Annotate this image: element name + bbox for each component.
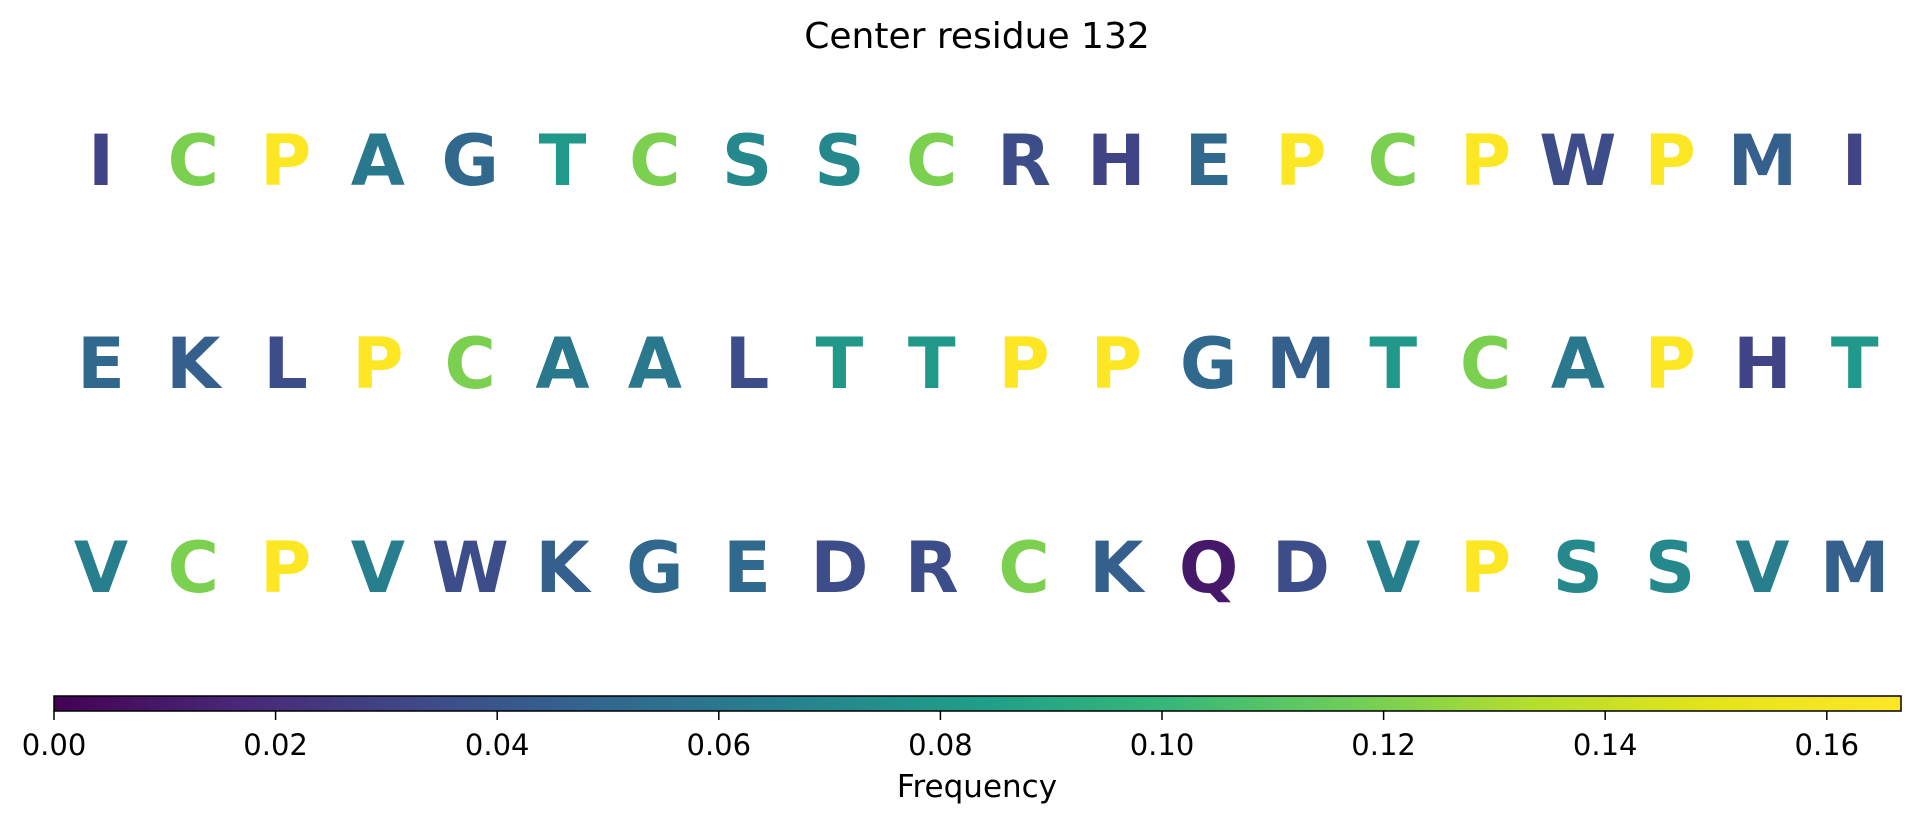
residue-r2-c8: L <box>725 323 770 405</box>
residue-r3-c1: V <box>74 527 128 609</box>
residue-r2-c13: G <box>1180 323 1237 405</box>
residue-r1-c16: P <box>1460 120 1511 202</box>
residue-r1-c12: H <box>1087 120 1146 202</box>
residue-r1-c2: C <box>168 120 219 202</box>
residue-r2-c4: P <box>352 323 403 405</box>
residue-r1-c15: C <box>1368 120 1419 202</box>
residue-r3-c17: S <box>1553 527 1603 609</box>
residue-grid: I C P A G T C S S C R H E P C P W P M IE K L P C A A L T T P P G M T C A P H T… <box>74 120 1890 609</box>
residue-r1-c7: C <box>629 120 680 202</box>
residue-r2-c5: C <box>445 323 496 405</box>
colorbar-ticks: 0.00 0.02 0.04 0.06 0.08 0.10 0.12 0.14 0.16 <box>22 711 1859 762</box>
residue-r2-c2: K <box>166 323 223 405</box>
residue-r1-c11: R <box>997 120 1051 202</box>
residue-r2-c9: T <box>816 323 864 405</box>
residue-r3-c15: V <box>1366 527 1420 609</box>
colorbar-tick-label: 0.04 <box>465 728 530 762</box>
colorbar-tick-label: 0.14 <box>1573 728 1638 762</box>
residue-r1-c6: T <box>539 120 587 202</box>
residue-r3-c18: S <box>1645 527 1695 609</box>
residue-r2-c15: T <box>1369 323 1417 405</box>
colorbar-tick-label: 0.06 <box>687 728 752 762</box>
residue-r3-c12: K <box>1089 527 1146 609</box>
residue-r3-c20: M <box>1820 527 1890 609</box>
residue-r1-c4: A <box>351 120 405 202</box>
colorbar-tick-label: 0.02 <box>243 728 308 762</box>
residue-r1-c20: I <box>1842 120 1868 202</box>
residue-r1-c8: S <box>722 120 772 202</box>
residue-r1-c19: M <box>1728 120 1798 202</box>
colorbar-gradient <box>53 695 1902 712</box>
residue-r3-c10: R <box>905 527 959 609</box>
residue-r1-c13: E <box>1185 120 1233 202</box>
colorbar-tick-label: 0.10 <box>1130 728 1195 762</box>
colorbar-tick-label: 0.08 <box>908 728 973 762</box>
residue-r3-c4: V <box>351 527 405 609</box>
residue-r1-c5: G <box>441 120 498 202</box>
residue-r1-c18: P <box>1644 120 1695 202</box>
residue-r3-c7: G <box>626 527 683 609</box>
residue-r2-c7: A <box>628 323 682 405</box>
residue-r1-c10: C <box>906 120 957 202</box>
residue-r3-c14: D <box>1272 527 1330 609</box>
residue-r1-c9: S <box>814 120 864 202</box>
residue-r2-c18: P <box>1644 323 1695 405</box>
residue-r2-c19: H <box>1733 323 1792 405</box>
residue-r2-c3: L <box>263 323 308 405</box>
chart-title: Center residue 132 <box>804 16 1150 57</box>
residue-r2-c16: C <box>1460 323 1511 405</box>
colorbar-tick-label: 0.12 <box>1351 728 1416 762</box>
residue-r2-c17: A <box>1551 323 1605 405</box>
residue-r2-c6: A <box>535 323 589 405</box>
residue-r3-c19: V <box>1735 527 1789 609</box>
residue-r2-c1: E <box>77 323 125 405</box>
residue-r2-c10: T <box>908 323 956 405</box>
residue-r1-c3: P <box>260 120 311 202</box>
residue-r2-c14: M <box>1266 323 1336 405</box>
residue-r2-c11: P <box>998 323 1049 405</box>
residue-r3-c9: D <box>810 527 868 609</box>
residue-r3-c5: W <box>432 527 509 609</box>
residue-r2-c12: P <box>1091 323 1142 405</box>
residue-r3-c11: C <box>998 527 1049 609</box>
residue-r1-c1: I <box>88 120 114 202</box>
residue-r3-c3: P <box>260 527 311 609</box>
colorbar: 0.00 0.02 0.04 0.06 0.08 0.10 0.12 0.14 0.16 Fre… <box>22 695 1902 805</box>
residue-r1-c17: W <box>1539 120 1616 202</box>
residue-r3-c16: P <box>1460 527 1511 609</box>
residue-r2-c20: T <box>1831 323 1879 405</box>
residue-r3-c13: Q <box>1179 527 1239 609</box>
residue-r3-c6: K <box>535 527 592 609</box>
residue-r1-c14: P <box>1275 120 1326 202</box>
colorbar-tick-label: 0.16 <box>1795 728 1860 762</box>
colorbar-tick-label: 0.00 <box>22 728 87 762</box>
residue-r3-c2: C <box>168 527 219 609</box>
colorbar-label: Frequency <box>897 769 1057 805</box>
residue-r3-c8: E <box>723 527 771 609</box>
